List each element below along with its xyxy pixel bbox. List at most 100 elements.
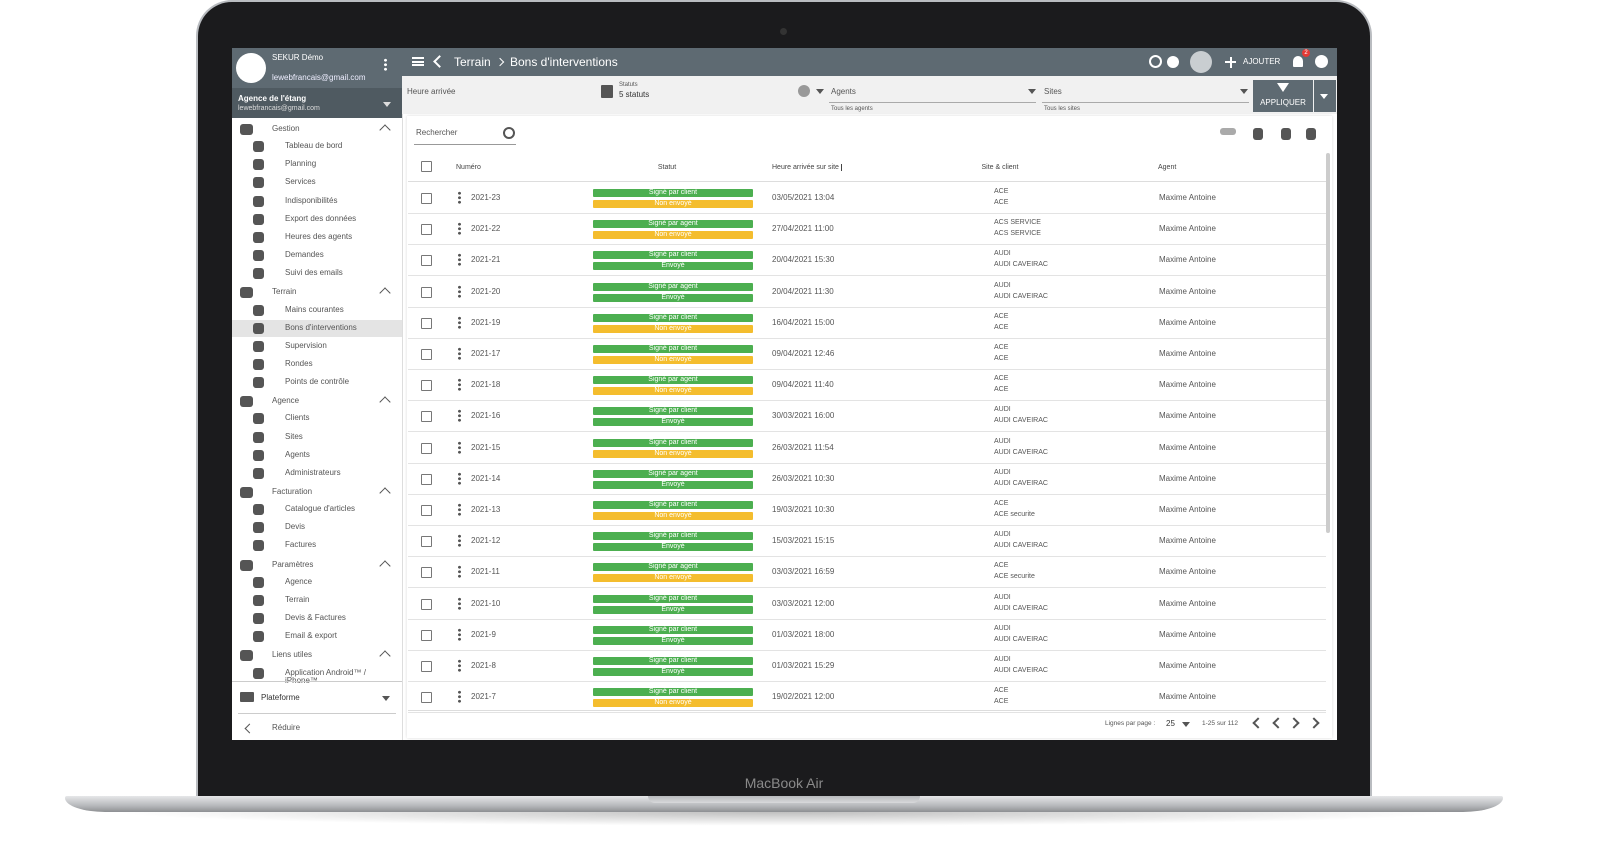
row-checkbox[interactable] bbox=[421, 317, 432, 329]
nav-item[interactable]: Services bbox=[285, 177, 316, 187]
nav-item[interactable]: Rondes bbox=[285, 358, 313, 368]
column-header[interactable]: Agent bbox=[1158, 164, 1177, 171]
row-menu[interactable] bbox=[458, 191, 461, 204]
nav-item[interactable]: Agence bbox=[285, 576, 313, 586]
nav-item[interactable]: Supervision bbox=[285, 340, 327, 350]
row-checkbox[interactable] bbox=[421, 442, 432, 454]
nav-item[interactable]: Email & export bbox=[285, 631, 338, 641]
nav-item[interactable]: Heures des agents bbox=[285, 231, 353, 241]
row-checkbox[interactable] bbox=[421, 536, 432, 548]
help-icon[interactable] bbox=[1315, 55, 1328, 68]
user-menu[interactable] bbox=[384, 58, 387, 71]
menu-icon[interactable] bbox=[412, 57, 424, 66]
row-menu[interactable] bbox=[458, 347, 461, 360]
select-all[interactable] bbox=[421, 161, 432, 172]
row-checkbox[interactable] bbox=[421, 224, 432, 236]
nav-item[interactable]: Devis bbox=[285, 522, 306, 532]
row-menu[interactable] bbox=[458, 503, 461, 516]
gear-icon[interactable] bbox=[1253, 128, 1263, 140]
status-value[interactable]: 5 statuts bbox=[619, 90, 650, 99]
row-checkbox[interactable] bbox=[421, 411, 432, 423]
nav-item[interactable]: Administrateurs bbox=[285, 467, 341, 477]
nav-item[interactable]: Planning bbox=[285, 159, 317, 169]
row-checkbox[interactable] bbox=[421, 692, 432, 704]
search-field[interactable]: Rechercher bbox=[416, 128, 458, 137]
search-icon[interactable] bbox=[503, 127, 515, 139]
row-checkbox[interactable] bbox=[421, 473, 432, 485]
column-header[interactable]: Heure arrivée sur site bbox=[772, 164, 839, 171]
row-menu[interactable] bbox=[458, 690, 461, 704]
row-checkbox[interactable] bbox=[421, 193, 432, 204]
section-title[interactable]: Paramètres bbox=[272, 559, 314, 569]
pdf-icon[interactable] bbox=[1306, 128, 1316, 140]
nav-item[interactable]: Demandes bbox=[285, 250, 324, 260]
row-checkbox[interactable] bbox=[421, 286, 432, 298]
sites-filter[interactable]: Sites bbox=[1044, 87, 1062, 96]
nav-item[interactable]: Clients bbox=[285, 413, 310, 423]
row-menu[interactable] bbox=[458, 222, 461, 236]
bell-icon[interactable] bbox=[1293, 56, 1303, 67]
section-title[interactable]: Terrain bbox=[272, 287, 297, 297]
row-menu[interactable] bbox=[458, 471, 461, 485]
row-checkbox[interactable] bbox=[421, 349, 432, 360]
nav-item[interactable]: Devis & Factures bbox=[285, 613, 346, 623]
column-header[interactable]: Statut bbox=[657, 164, 677, 171]
row-checkbox[interactable] bbox=[421, 661, 432, 672]
item-icon bbox=[253, 540, 264, 552]
nav-item[interactable]: Indisponibilités bbox=[285, 195, 338, 205]
nav-item[interactable]: Mains courantes bbox=[285, 304, 344, 314]
status-clear[interactable] bbox=[798, 85, 810, 97]
row-menu[interactable] bbox=[458, 596, 461, 610]
row-checkbox[interactable] bbox=[421, 505, 432, 516]
agents-filter[interactable]: Agents bbox=[831, 87, 856, 96]
nav-item[interactable]: Catalogue d'articles bbox=[285, 504, 356, 514]
row-client: AUDI CAVEIRAC bbox=[994, 448, 1048, 456]
section-title[interactable]: Agence bbox=[272, 396, 300, 406]
row-menu[interactable] bbox=[458, 440, 461, 454]
row-checkbox[interactable] bbox=[421, 598, 432, 610]
nav-item[interactable]: Agents bbox=[285, 449, 310, 459]
row-checkbox[interactable] bbox=[421, 380, 432, 392]
platform[interactable]: Plateforme bbox=[261, 693, 300, 702]
nav-item[interactable]: Tableau de bord bbox=[285, 141, 343, 151]
excel-icon[interactable] bbox=[1281, 128, 1291, 140]
nav-item[interactable]: Factures bbox=[285, 540, 317, 550]
row-date: 19/03/2021 10:30 bbox=[772, 505, 835, 514]
row-menu[interactable] bbox=[458, 565, 461, 579]
collapse[interactable]: Réduire bbox=[272, 723, 301, 732]
row-date: 26/03/2021 10:30 bbox=[772, 473, 835, 483]
row-checkbox[interactable] bbox=[421, 255, 432, 267]
row-checkbox[interactable] bbox=[421, 567, 432, 579]
tools-icon[interactable] bbox=[1190, 51, 1212, 73]
rows-value[interactable]: 25 bbox=[1166, 719, 1175, 728]
row-menu[interactable] bbox=[458, 315, 461, 329]
section-title[interactable]: Liens utiles bbox=[272, 650, 313, 660]
status-badge: Signé par client bbox=[593, 625, 753, 634]
item-icon bbox=[253, 576, 264, 588]
search-icon[interactable] bbox=[1149, 55, 1162, 68]
nav-item[interactable]: Suivi des emails bbox=[285, 268, 343, 278]
nav-item[interactable]: Bons d'interventions bbox=[285, 322, 357, 332]
row-checkbox[interactable] bbox=[421, 629, 432, 641]
nav-item[interactable]: Export des données bbox=[285, 213, 357, 223]
row-client: AUDI CAVEIRAC bbox=[994, 292, 1048, 300]
column-header[interactable]: Numéro bbox=[456, 164, 481, 171]
nav-item[interactable]: Application Android™ / iPhone™ bbox=[285, 667, 366, 685]
divider bbox=[232, 681, 402, 682]
row-menu[interactable] bbox=[458, 253, 461, 267]
row-menu[interactable] bbox=[458, 378, 461, 392]
section-title[interactable]: Facturation bbox=[272, 487, 313, 496]
add-button[interactable]: AJOUTER bbox=[1243, 57, 1281, 66]
nav-item[interactable]: Points de contrôle bbox=[285, 377, 350, 387]
row-menu[interactable] bbox=[458, 534, 461, 548]
row-menu[interactable] bbox=[458, 659, 461, 672]
column-header[interactable]: Site & client bbox=[981, 164, 1019, 171]
row-menu[interactable] bbox=[458, 627, 461, 641]
row-menu[interactable] bbox=[458, 284, 461, 298]
toggle-icon[interactable] bbox=[1220, 128, 1236, 135]
nav-item[interactable]: Terrain bbox=[285, 594, 310, 604]
row-menu[interactable] bbox=[458, 409, 461, 423]
section-title[interactable]: Gestion bbox=[272, 124, 300, 133]
nav-item[interactable]: Sites bbox=[285, 431, 303, 441]
item-icon bbox=[253, 504, 264, 516]
